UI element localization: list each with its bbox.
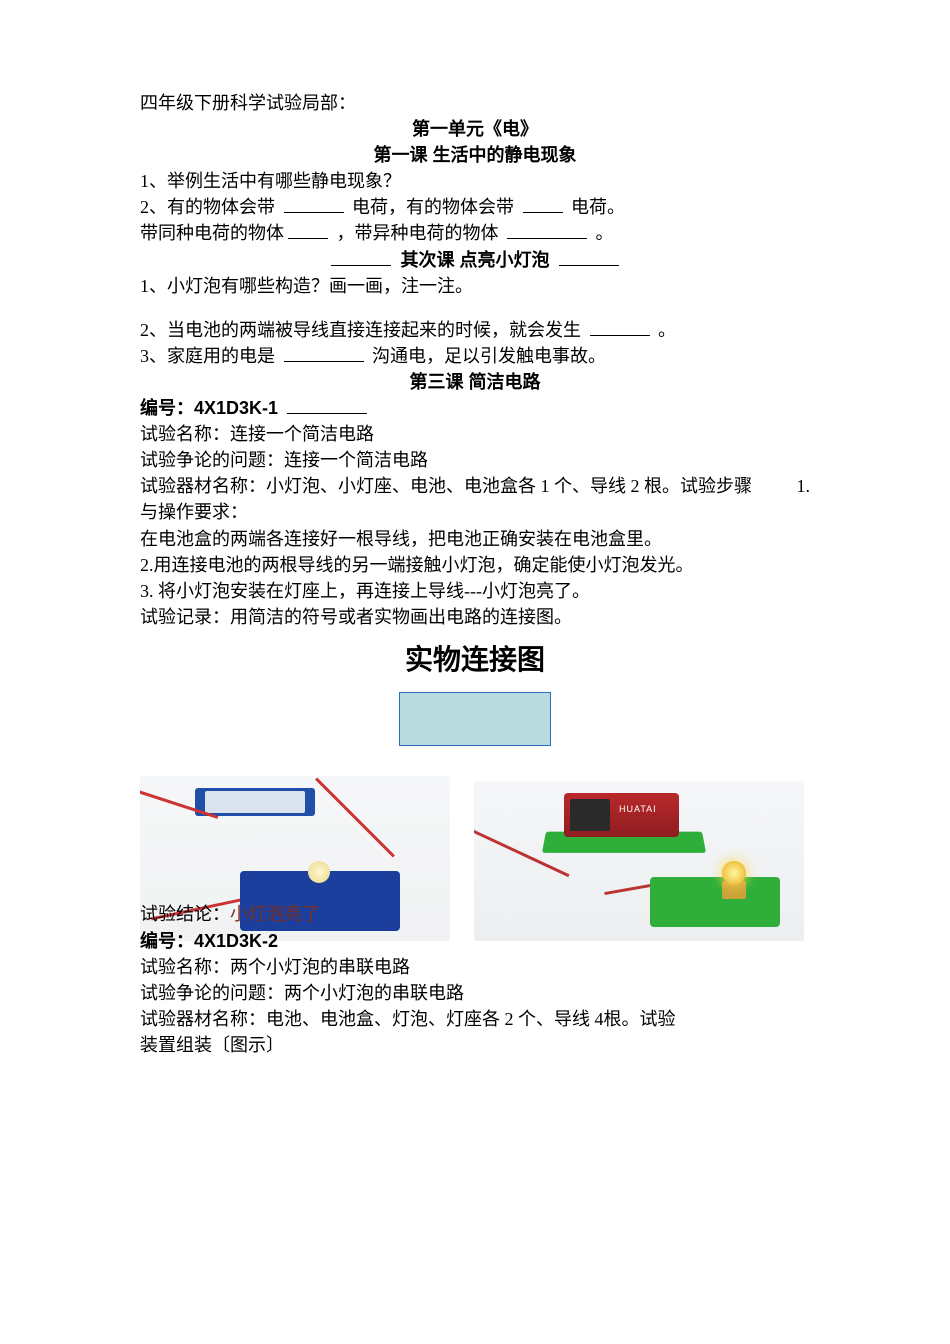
wire-icon [315, 778, 395, 858]
q3-part-a: 3、家庭用的电是 [140, 346, 275, 366]
q3-part-c: 。 [596, 223, 614, 243]
diagram-title: 实物连接图 [140, 640, 810, 681]
q3-part-b: 沟通电，足以引发触电事故。 [372, 346, 606, 366]
lesson1-title: 第一课 生活中的静电现象 [140, 142, 810, 168]
experiment-conclusion: 试验结论：小灯泡亮了 [140, 901, 810, 927]
q2-part-a: 2、有的物体会带 [140, 197, 275, 217]
lesson2-q2: 2、当电池的两端被导线直接连接起来的时候，就会发生 。 [140, 317, 810, 343]
blank [590, 317, 650, 336]
step-number-1: 1. [797, 473, 811, 525]
conclusion-label: 试验结论： [140, 904, 230, 924]
lesson2-q3: 3、家庭用的电是 沟通电，足以引发触电事故。 [140, 343, 810, 369]
spacer [140, 299, 810, 317]
lesson1-q2: 2、有的物体会带 电荷，有的物体会带 电荷。 [140, 194, 810, 220]
q2-part-b: 电荷，有的物体会带 [352, 197, 514, 217]
battery-label: HUATAI [619, 803, 657, 816]
lesson1-q3: 带同种电荷的物体 ，带异种电荷的物体 。 [140, 220, 810, 246]
experiment-record: 试验记录：用简洁的符号或者实物画出电路的连接图。 [140, 604, 810, 630]
lesson2-title: 其次课 点亮小灯泡 [140, 247, 810, 273]
decorative-underline [559, 247, 619, 266]
document-page: 四年级下册科学试验局部： 第一单元《电》 第一课 生活中的静电现象 1、举例生活… [0, 0, 950, 1118]
experiment-topic: 试验争论的问题：连接一个简洁电路 [140, 447, 810, 473]
battery-holder-icon [195, 788, 315, 816]
step-1: 在电池盒的两端各连接好一根导线，把电池正确安装在电池盒里。 [140, 526, 810, 552]
blank [523, 194, 563, 213]
lesson1-q1: 1、举例生活中有哪些静电现象？ [140, 168, 810, 194]
lesson3-title: 第三课 简洁电路 [140, 369, 810, 395]
q2-part-c: 电荷。 [571, 197, 625, 217]
blank [284, 194, 344, 213]
experiment-code-2: 编号：4X1D3K-2 [140, 928, 810, 954]
experiment-equipment-2: 试验器材名称：电池、电池盒、灯泡、灯座各 2 个、导线 4根。试验装置组装〔图示… [140, 1006, 680, 1058]
experiment-name: 试验名称：连接一个简洁电路 [140, 421, 810, 447]
experiment-code-1: 编号：4X1D3K-1 [140, 398, 278, 418]
blank [284, 343, 364, 362]
q3-part-b: ，带异种电荷的物体 [337, 223, 499, 243]
header-line: 四年级下册科学试验局部： [140, 90, 810, 116]
q3-part-a: 带同种电荷的物体 [140, 223, 284, 243]
blank [507, 220, 587, 239]
decorative-underline [287, 395, 367, 414]
step-2: 2.用连接电池的两根导线的另一端接触小灯泡，确定能使小灯泡发光。 [140, 552, 810, 578]
lesson2-title-text: 其次课 点亮小灯泡 [400, 250, 549, 270]
lesson2-q1: 1、小灯泡有哪些构造？画一画，注一注。 [140, 273, 810, 299]
experiment-name-2: 试验名称：两个小灯泡的串联电路 [140, 954, 810, 980]
experiment-equipment: 试验器材名称：小灯泡、小灯座、电池、电池盒各 1 个、导线 2 根。试验步骤与操… [140, 473, 810, 525]
q2-part-b: 。 [658, 320, 676, 340]
overlay-block: 试验结论：小灯泡亮了 编号：4X1D3K-2 试验名称：两个小灯泡的串联电路 [140, 901, 810, 979]
conclusion-value: 小灯泡亮了 [230, 904, 320, 924]
experiment-topic-2: 试验争论的问题：两个小灯泡的串联电路 [140, 980, 810, 1006]
diagram-placeholder-box [399, 692, 551, 746]
decorative-underline [331, 247, 391, 266]
blank [288, 220, 328, 239]
code-line-1: 编号：4X1D3K-1 [140, 395, 810, 421]
equip-text: 试验器材名称：小灯泡、小灯座、电池、电池盒各 1 个、导线 2 根。试验步骤与操… [140, 473, 760, 525]
step-3: 3. 将小灯泡安装在灯座上，再连接上导线---小灯泡亮了。 [140, 578, 810, 604]
unit-title: 第一单元《电》 [140, 116, 810, 142]
q2-part-a: 2、当电池的两端被导线直接连接起来的时候，就会发生 [140, 320, 581, 340]
